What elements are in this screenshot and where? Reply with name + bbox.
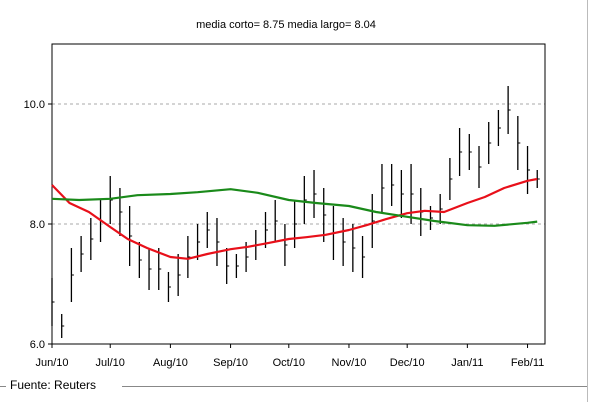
y-tick-label: 6.0 [30,339,45,351]
frame-border [587,0,588,402]
x-tick-label: Feb/11 [511,357,544,369]
footer: Fuente: Reuters [0,377,589,395]
series-line-short [51,177,538,260]
footer-rule [122,386,587,387]
series-line-long [51,188,538,227]
x-tick-label: Oct/10 [273,357,305,369]
x-tick-label: Jan/11 [451,357,483,369]
grid-lines [52,103,545,225]
chart-title: media corto= 8.75 media largo= 8.04 [196,19,376,31]
y-axis: 6.0 8.0 10.0 [24,99,52,351]
footer-rule [0,386,6,387]
y-tick-label: 8.0 [30,219,45,231]
x-tick-label: Jun/10 [35,357,68,369]
x-axis: Jun/10 Jul/10 Aug/10 Sep/10 Oct/10 Nov/10 Dec/… [35,344,544,369]
price-bars [51,86,540,338]
source-label: Fuente: Reuters [10,378,97,392]
x-tick-label: Dec/10 [390,357,425,369]
x-tick-label: Nov/10 [332,357,367,369]
x-tick-label: Jul/10 [96,357,125,369]
x-tick-label: Aug/10 [153,357,188,369]
y-tick-label: 10.0 [24,99,45,111]
plot-area [51,43,546,345]
moving-averages [51,177,538,260]
x-tick-label: Sep/10 [213,357,248,369]
